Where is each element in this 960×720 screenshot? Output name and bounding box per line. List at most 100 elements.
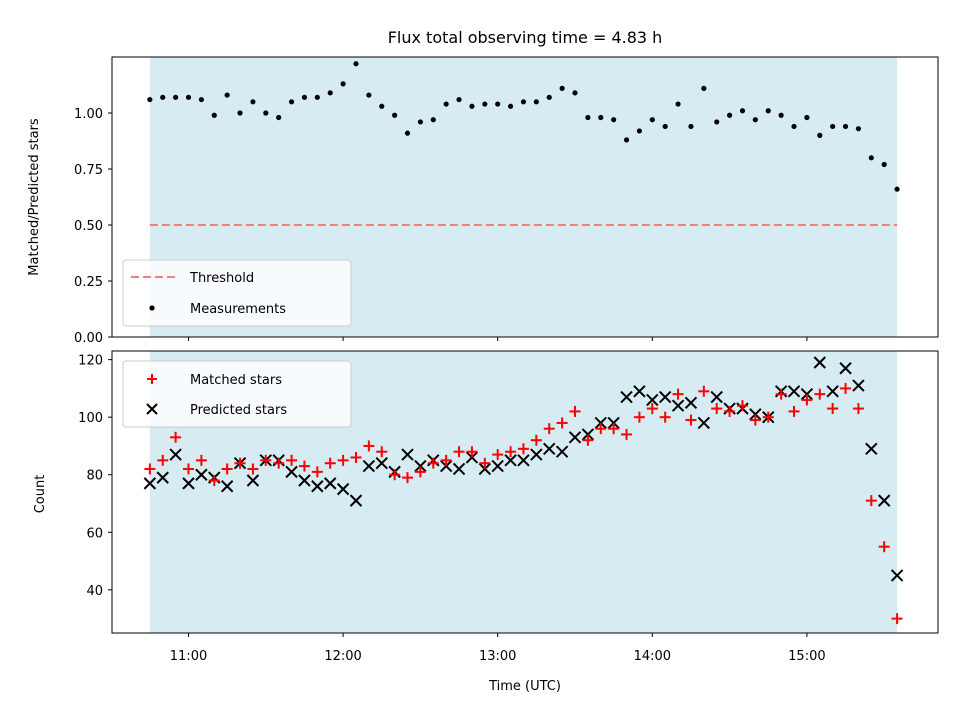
predicted-star-marker — [607, 416, 620, 430]
predicted-star-marker — [336, 482, 350, 496]
measurement-point — [417, 119, 423, 125]
bottom-y-axis-label: Count — [33, 475, 48, 514]
matched-star-markers — [144, 382, 903, 625]
matched-star-marker — [878, 541, 890, 553]
bottom-y-axis: 40 60 80 100 120 — [78, 354, 112, 599]
measurement-point — [572, 90, 578, 96]
legend-predicted-swatch — [146, 403, 158, 415]
predicted-star-marker — [581, 428, 595, 441]
matched-star-marker — [376, 446, 388, 458]
matched-star-marker — [530, 434, 542, 446]
predicted-star-marker — [491, 459, 504, 473]
matched-star-marker — [646, 403, 658, 415]
measurement-point — [881, 161, 887, 168]
matched-star-marker — [402, 472, 414, 484]
matched-star-marker — [595, 423, 607, 435]
matched-star-marker — [621, 428, 633, 440]
matched-star-marker — [170, 431, 182, 443]
matched-star-marker — [157, 454, 169, 466]
measurement-point — [263, 110, 269, 116]
bottom-legend: Matched stars Predicted stars — [122, 360, 352, 428]
measurement-point — [147, 96, 153, 103]
measurement-point — [211, 112, 217, 118]
predicted-star-marker — [710, 390, 723, 404]
matched-star-marker — [556, 417, 568, 429]
measurement-point — [817, 132, 823, 138]
x-tick-label: 15:00 — [788, 649, 825, 664]
y-tick-label: 120 — [78, 354, 103, 369]
measurement-point — [507, 103, 514, 109]
predicted-star-marker — [169, 448, 182, 461]
measurement-point — [301, 94, 308, 100]
predicted-star-marker — [195, 468, 208, 481]
predicted-star-marker — [839, 362, 852, 375]
predicted-star-marker — [246, 474, 260, 487]
measurement-point — [224, 92, 230, 98]
predicted-star-marker — [220, 480, 234, 493]
matched-star-marker — [582, 434, 594, 446]
matched-star-marker — [762, 411, 774, 423]
matched-star-marker — [363, 440, 375, 452]
measurement-point — [855, 126, 862, 132]
measurement-point — [482, 101, 488, 107]
predicted-star-marker — [143, 477, 157, 490]
measurement-point — [430, 117, 436, 123]
measurement-point — [314, 94, 320, 100]
predicted-star-marker — [800, 387, 814, 401]
measurement-point — [327, 90, 333, 96]
top-x-ticks — [188, 337, 808, 341]
measurement-point — [250, 99, 256, 105]
measurement-point — [701, 85, 707, 91]
measurement-point — [804, 114, 810, 121]
matched-star-marker — [247, 463, 259, 475]
measurement-point — [392, 112, 398, 118]
top-legend: Threshold Measurements — [122, 259, 352, 327]
x-tick-label: 11:00 — [170, 649, 207, 664]
matched-star-marker — [543, 423, 555, 435]
predicted-star-marker — [182, 477, 195, 490]
x-tick-label: 13:00 — [479, 649, 516, 664]
measurement-point — [160, 94, 166, 100]
measurement-point — [533, 99, 539, 105]
matched-star-marker — [891, 613, 903, 625]
measurement-point — [830, 123, 836, 130]
measurement-point — [752, 117, 758, 123]
matched-star-marker — [659, 411, 671, 423]
matched-star-marker — [234, 457, 246, 469]
predicted-star-marker — [504, 454, 517, 467]
measurement-point — [739, 108, 746, 114]
matched-star-marker — [414, 466, 426, 478]
measurement-point — [688, 123, 694, 130]
matched-star-marker — [427, 457, 439, 469]
measurement-point — [868, 155, 874, 161]
y-tick-label: 100 — [78, 411, 103, 426]
matched-star-marker — [633, 411, 645, 423]
predicted-star-marker — [401, 448, 414, 461]
measurement-point — [842, 123, 849, 130]
matched-star-marker — [492, 449, 504, 461]
y-tick-label: 60 — [86, 526, 103, 541]
y-tick-label: 0.50 — [74, 219, 103, 234]
measurement-point — [623, 137, 630, 143]
predicted-star-marker — [787, 385, 801, 398]
measurement-point — [288, 99, 295, 105]
chart-title: Flux total observing time = 4.83 h — [388, 28, 663, 47]
matched-star-marker — [608, 423, 620, 435]
predicted-star-marker — [298, 474, 311, 487]
x-axis-label: Time (UTC) — [488, 679, 561, 694]
predicted-star-marker — [362, 459, 376, 473]
predicted-star-marker — [452, 462, 466, 476]
predicted-star-marker — [439, 459, 453, 473]
matched-star-marker — [440, 454, 452, 466]
predicted-star-marker — [555, 445, 569, 458]
measurement-point — [340, 81, 346, 87]
top-y-axis: 0.00 0.25 0.50 0.75 1.00 — [74, 107, 112, 346]
measurement-point — [598, 114, 604, 121]
matched-star-marker — [852, 403, 864, 415]
predicted-star-marker — [530, 448, 543, 461]
measurement-point — [276, 114, 282, 121]
matched-star-marker — [711, 403, 723, 415]
matched-star-marker — [685, 414, 697, 426]
legend-threshold-label: Threshold — [189, 271, 254, 286]
